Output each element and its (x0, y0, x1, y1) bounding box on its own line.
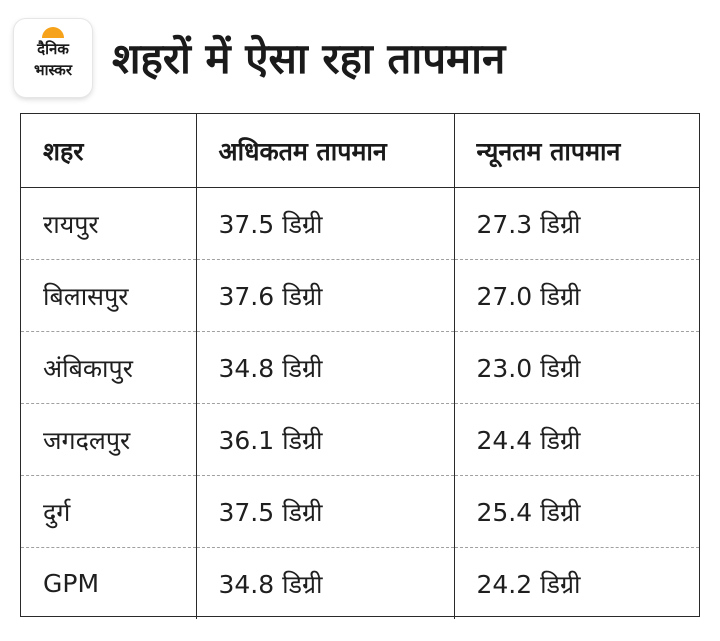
city-cell: जगदलपुर (21, 403, 196, 476)
min-temp-cell: 25.4 डिग्री (453, 475, 699, 548)
table-row: अंबिकापुर 34.8 डिग्री 23.0 डिग्री (21, 331, 699, 404)
logo-line-1: दैनिक (37, 40, 69, 58)
city-cell: दुर्ग (21, 475, 196, 548)
dainik-bhaskar-logo: दैनिक भास्कर (14, 19, 92, 97)
min-temp-cell: 24.4 डिग्री (453, 403, 699, 476)
city-cell: GPM (21, 547, 196, 619)
min-temp-cell: 27.0 डिग्री (453, 259, 699, 332)
min-temp-cell: 24.2 डिग्री (453, 547, 699, 619)
max-temp-cell: 34.8 डिग्री (195, 331, 454, 404)
table-row: बिलासपुर 37.6 डिग्री 27.0 डिग्री (21, 259, 699, 332)
min-temp-cell: 27.3 डिग्री (453, 187, 699, 260)
table-row: जगदलपुर 36.1 डिग्री 24.4 डिग्री (21, 403, 699, 476)
temperature-table: शहर अधिकतम तापमान न्यूनतम तापमान रायपुर … (20, 113, 700, 619)
header-max-temp: अधिकतम तापमान (195, 114, 454, 188)
sun-icon (42, 27, 64, 38)
header-min-temp: न्यूनतम तापमान (453, 114, 699, 188)
max-temp-cell: 37.6 डिग्री (195, 259, 454, 332)
city-cell: अंबिकापुर (21, 331, 196, 404)
min-temp-cell: 23.0 डिग्री (453, 331, 699, 404)
max-temp-cell: 37.5 डिग्री (195, 187, 454, 260)
page-title: शहरों में ऐसा रहा तापमान (112, 34, 506, 83)
table-row: GPM 34.8 डिग्री 24.2 डिग्री (21, 547, 699, 619)
table-row: दुर्ग 37.5 डिग्री 25.4 डिग्री (21, 475, 699, 548)
table-header-row: शहर अधिकतम तापमान न्यूनतम तापमान (21, 114, 699, 188)
max-temp-cell: 34.8 डिग्री (195, 547, 454, 619)
max-temp-cell: 36.1 डिग्री (195, 403, 454, 476)
header: दैनिक भास्कर शहरों में ऐसा रहा तापमान (0, 0, 720, 110)
max-temp-cell: 37.5 डिग्री (195, 475, 454, 548)
city-cell: रायपुर (43, 209, 99, 239)
header-city: शहर (21, 114, 196, 188)
city-cell: बिलासपुर (21, 259, 196, 332)
logo-line-2: भास्कर (34, 61, 72, 79)
table-row: रायपुर 37.5 डिग्री 27.3 डिग्री (21, 187, 699, 260)
